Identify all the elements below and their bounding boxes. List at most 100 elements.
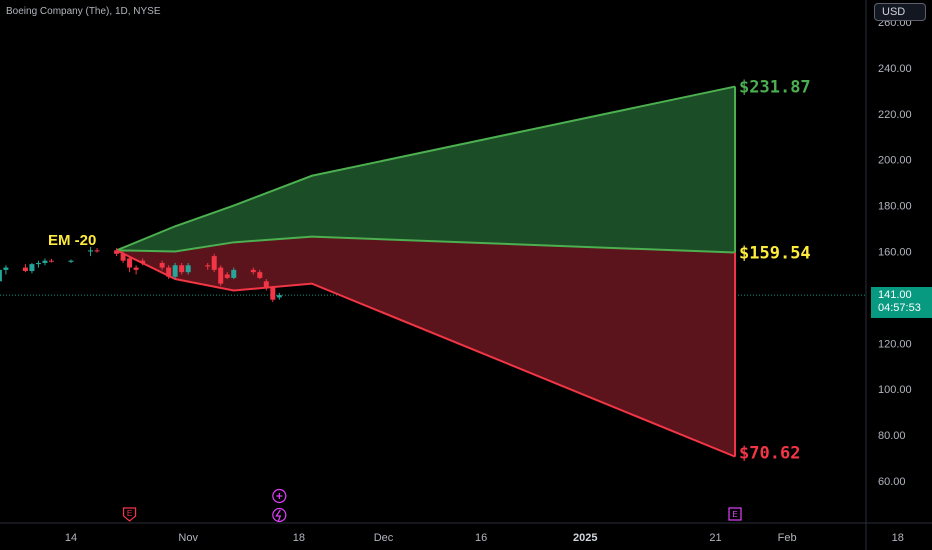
- mid-target-label: $159.54: [739, 244, 811, 264]
- bar-countdown: 04:57:53: [878, 302, 921, 314]
- candle-body: [22, 267, 28, 272]
- candle-body: [250, 269, 256, 273]
- candle-body: [263, 281, 269, 289]
- candle-body: [140, 260, 146, 263]
- dividend-event-icon[interactable]: [272, 488, 287, 504]
- y-tick-label: 180.00: [878, 201, 912, 213]
- x-tick-label: Dec: [374, 532, 394, 544]
- candle-body: [179, 265, 185, 273]
- candle-body: [127, 258, 133, 268]
- y-tick-label: 200.00: [878, 155, 912, 167]
- candle-body: [88, 250, 94, 252]
- earnings-event-icon[interactable]: E: [122, 507, 137, 522]
- candle: [88, 246, 94, 257]
- candle-body: [35, 262, 41, 265]
- candle: [250, 267, 256, 275]
- lower-target-label: $70.62: [739, 444, 800, 464]
- x-tick-label: 21: [709, 532, 721, 544]
- candle: [94, 248, 100, 253]
- x-tick-label: 2025: [573, 532, 597, 544]
- candle: [0, 269, 2, 282]
- candle: [231, 267, 237, 280]
- candle: [42, 258, 48, 266]
- x-tick-label: 14: [65, 532, 77, 544]
- candle: [22, 264, 28, 273]
- candle: [120, 251, 126, 263]
- y-tick-label: 240.00: [878, 63, 912, 75]
- earnings-event-icon[interactable]: E: [728, 507, 742, 521]
- candle: [159, 260, 165, 270]
- candle-body: [205, 265, 211, 267]
- candle: [172, 262, 178, 280]
- currency-button[interactable]: USD: [874, 3, 926, 21]
- candle-body: [133, 267, 139, 270]
- candle-body: [224, 274, 230, 278]
- split-event-icon[interactable]: [272, 507, 287, 523]
- dividend-badge-glyph: [276, 493, 283, 499]
- x-tick-label: 16: [475, 532, 487, 544]
- last-price-tag: 141.00 04:57:53: [871, 287, 932, 318]
- candle-body: [218, 267, 224, 284]
- candle: [257, 269, 263, 280]
- candle: [127, 257, 133, 273]
- x-tick-label: Nov: [178, 532, 198, 544]
- candle: [224, 272, 230, 280]
- x-tick-label: 18: [892, 532, 904, 544]
- candle-body: [3, 267, 9, 270]
- candle: [211, 253, 217, 273]
- candle: [166, 265, 172, 280]
- candle-body: [42, 260, 48, 263]
- candle: [48, 258, 54, 263]
- candle-body: [29, 264, 35, 272]
- upper-expected-move-band: [116, 86, 736, 253]
- candle-body: [120, 253, 126, 261]
- candle-body: [257, 272, 263, 278]
- upper-target-label: $231.87: [739, 78, 811, 98]
- candle: [205, 262, 211, 270]
- candle-body: [211, 256, 217, 270]
- chart-title: Boeing Company (The), 1D, NYSE: [6, 6, 161, 17]
- candle: [185, 262, 191, 275]
- last-price-value: 141.00: [878, 289, 912, 301]
- lower-bound-line: [116, 249, 736, 458]
- y-tick-label: 160.00: [878, 247, 912, 259]
- candle-body: [48, 260, 54, 262]
- lower-expected-move-band: [116, 236, 736, 457]
- candle: [218, 265, 224, 286]
- candle: [276, 292, 282, 300]
- y-tick-label: 100.00: [878, 384, 912, 396]
- mid-line: [116, 235, 736, 254]
- em-annotation: EM -20: [48, 232, 96, 249]
- split-badge-circle: [272, 507, 287, 523]
- earnings-badge-letter: E: [732, 510, 737, 519]
- candle-body: [276, 295, 282, 298]
- candle: [68, 259, 74, 263]
- candle: [270, 285, 276, 302]
- candle-body: [159, 262, 165, 268]
- y-tick-label: 60.00: [878, 476, 906, 488]
- candle-body: [270, 287, 276, 300]
- earnings-badge-letter: E: [127, 509, 132, 518]
- candle: [3, 265, 9, 275]
- candle-body: [114, 250, 120, 254]
- candle-body: [68, 260, 74, 262]
- x-tick-label: 18: [293, 532, 305, 544]
- candle-body: [185, 265, 191, 273]
- candle-body: [231, 269, 237, 278]
- y-tick-label: 80.00: [878, 430, 906, 442]
- y-tick-label: 220.00: [878, 109, 912, 121]
- earnings-badge-shape: [122, 507, 137, 522]
- candle: [263, 279, 269, 291]
- candle: [179, 262, 185, 275]
- y-tick-label: 120.00: [878, 338, 912, 350]
- candle-body: [172, 265, 178, 277]
- candle-body: [94, 250, 100, 252]
- candle: [114, 248, 120, 257]
- candle: [35, 260, 41, 268]
- candle: [140, 258, 146, 266]
- split-badge-glyph: [275, 509, 282, 522]
- x-tick-label: Feb: [778, 532, 797, 544]
- candle: [133, 265, 139, 275]
- upper-bound-line: [116, 85, 736, 252]
